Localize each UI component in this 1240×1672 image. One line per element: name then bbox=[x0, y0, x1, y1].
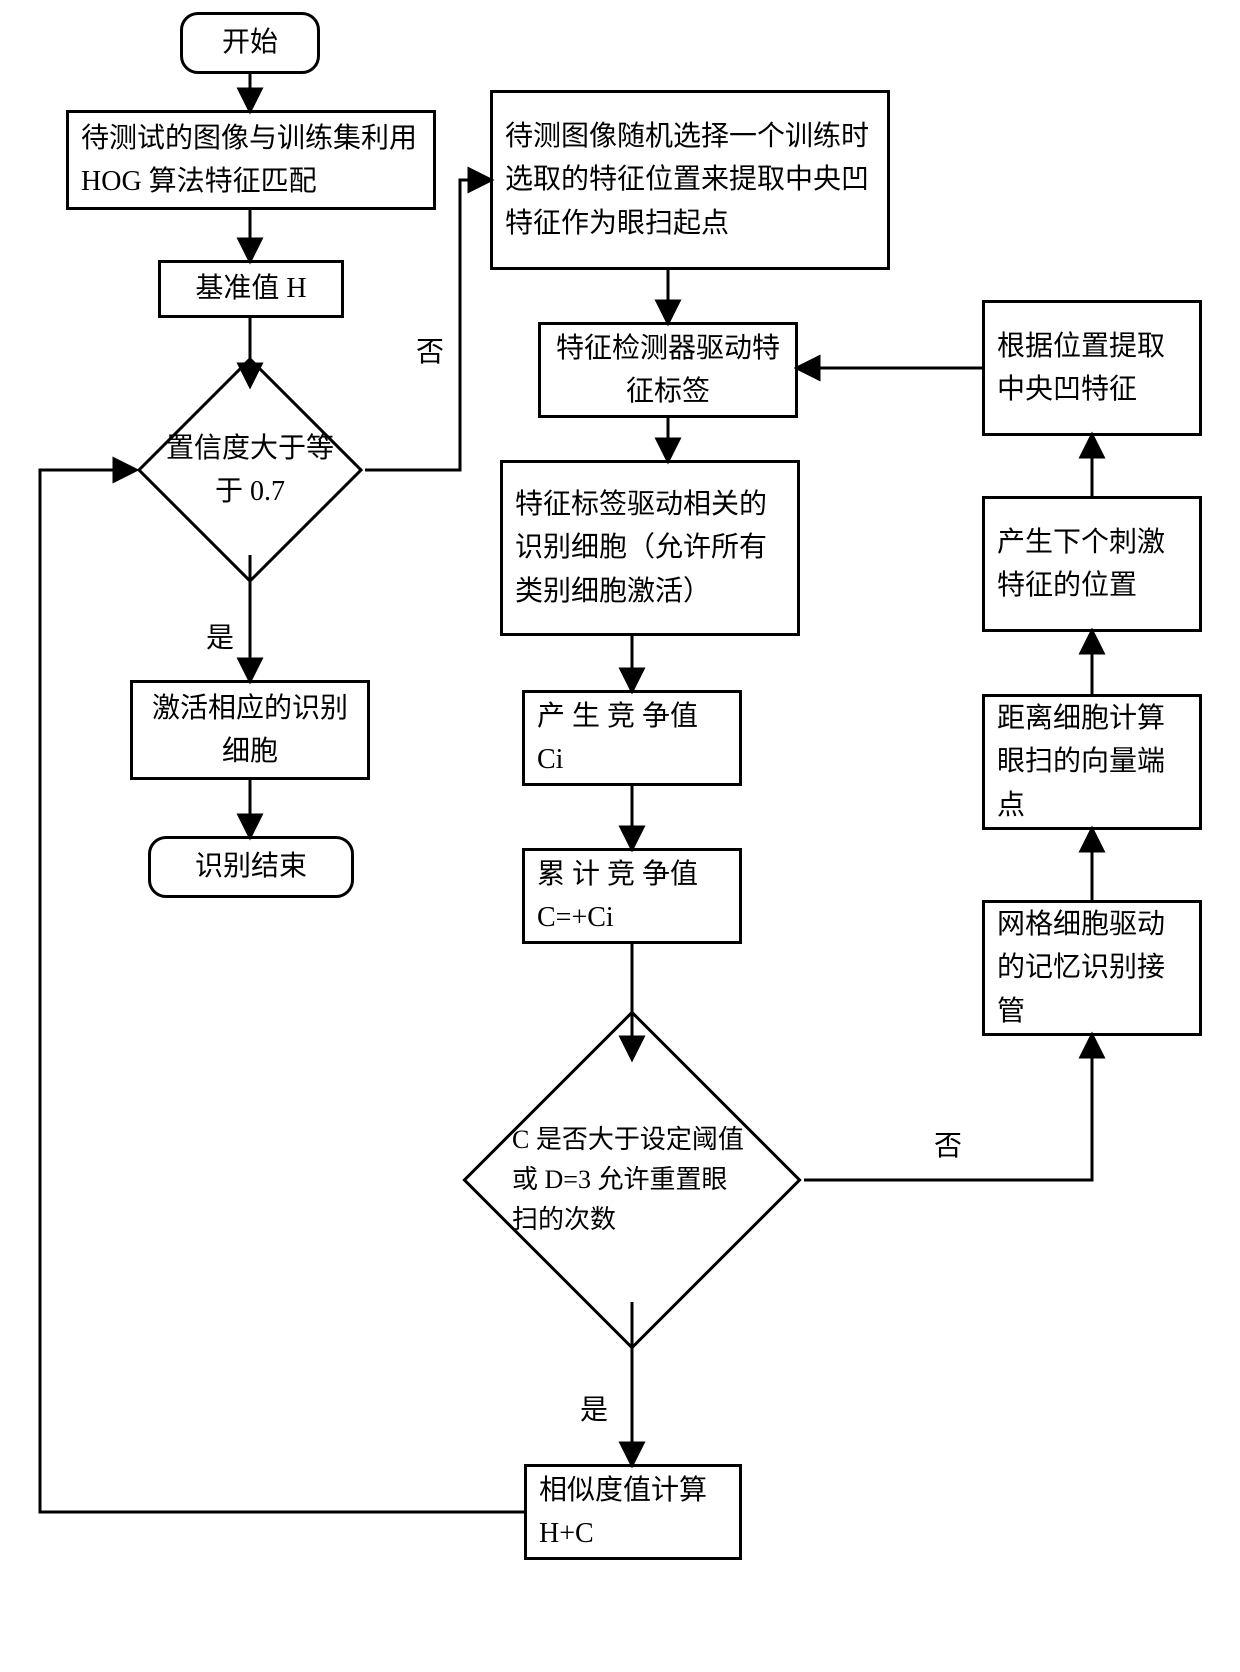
node-randpick-text: 待测图像随机选择一个训练时选取的特征位置来提取中央凹特征作为眼扫起点 bbox=[505, 115, 875, 245]
node-extractfov-text: 根据位置提取中央凹特征 bbox=[997, 325, 1187, 412]
node-baseH-text: 基准值 H bbox=[195, 267, 306, 310]
node-distvec: 距离细胞计算眼扫的向量端点 bbox=[982, 694, 1202, 830]
node-start: 开始 bbox=[180, 12, 320, 74]
node-nextpos: 产生下个刺激特征的位置 bbox=[982, 496, 1202, 632]
node-activate: 激活相应的识别细胞 bbox=[130, 680, 370, 780]
node-detector-text: 特征检测器驱动特征标签 bbox=[553, 327, 783, 414]
node-randpick: 待测图像随机选择一个训练时选取的特征位置来提取中央凹特征作为眼扫起点 bbox=[490, 90, 890, 270]
node-labeldrive: 特征标签驱动相关的识别细胞（允许所有类别细胞激活） bbox=[500, 460, 800, 636]
node-detector: 特征检测器驱动特征标签 bbox=[538, 322, 798, 418]
edge-label-yes-2: 是 bbox=[580, 1388, 608, 1428]
edge-label-yes-1: 是 bbox=[206, 616, 234, 656]
node-extractfov: 根据位置提取中央凹特征 bbox=[982, 300, 1202, 436]
node-start-text: 开始 bbox=[222, 21, 278, 64]
edge-label-no-2: 否 bbox=[934, 1124, 962, 1164]
node-gridmem-text: 网格细胞驱动的记忆识别接管 bbox=[997, 903, 1187, 1033]
node-gridmem: 网格细胞驱动的记忆识别接管 bbox=[982, 900, 1202, 1036]
node-activate-text: 激活相应的识别细胞 bbox=[145, 687, 355, 774]
node-genCi-text: 产 生 竞 争值 Ci bbox=[537, 695, 727, 782]
edge-label-no-1: 否 bbox=[416, 330, 444, 370]
node-labeldrive-text: 特征标签驱动相关的识别细胞（允许所有类别细胞激活） bbox=[515, 483, 785, 613]
node-conf-text: 置信度大于等于 0.7 bbox=[165, 427, 335, 514]
node-endrec-text: 识别结束 bbox=[195, 845, 307, 888]
node-genCi: 产 生 竞 争值 Ci bbox=[522, 690, 742, 786]
node-simHC-text: 相似度值计算 H+C bbox=[539, 1469, 727, 1556]
node-nextpos-text: 产生下个刺激特征的位置 bbox=[997, 521, 1187, 608]
node-hog: 待测试的图像与训练集利用 HOG 算法特征匹配 bbox=[66, 110, 436, 210]
node-checkC: C 是否大于设定阈值或 D=3 允许重置眼扫的次数 bbox=[412, 1010, 852, 1350]
node-checkC-text: C 是否大于设定阈值或 D=3 允许重置眼扫的次数 bbox=[512, 1120, 752, 1241]
node-hog-text: 待测试的图像与训练集利用 HOG 算法特征匹配 bbox=[81, 117, 421, 204]
node-distvec-text: 距离细胞计算眼扫的向量端点 bbox=[997, 697, 1187, 827]
node-simHC: 相似度值计算 H+C bbox=[524, 1464, 742, 1560]
node-endrec: 识别结束 bbox=[148, 836, 354, 898]
node-conf: 置信度大于等于 0.7 bbox=[100, 355, 400, 585]
node-accC-text: 累 计 竞 争值 C=+Ci bbox=[537, 853, 727, 940]
node-baseH: 基准值 H bbox=[158, 260, 344, 318]
node-accC: 累 计 竞 争值 C=+Ci bbox=[522, 848, 742, 944]
